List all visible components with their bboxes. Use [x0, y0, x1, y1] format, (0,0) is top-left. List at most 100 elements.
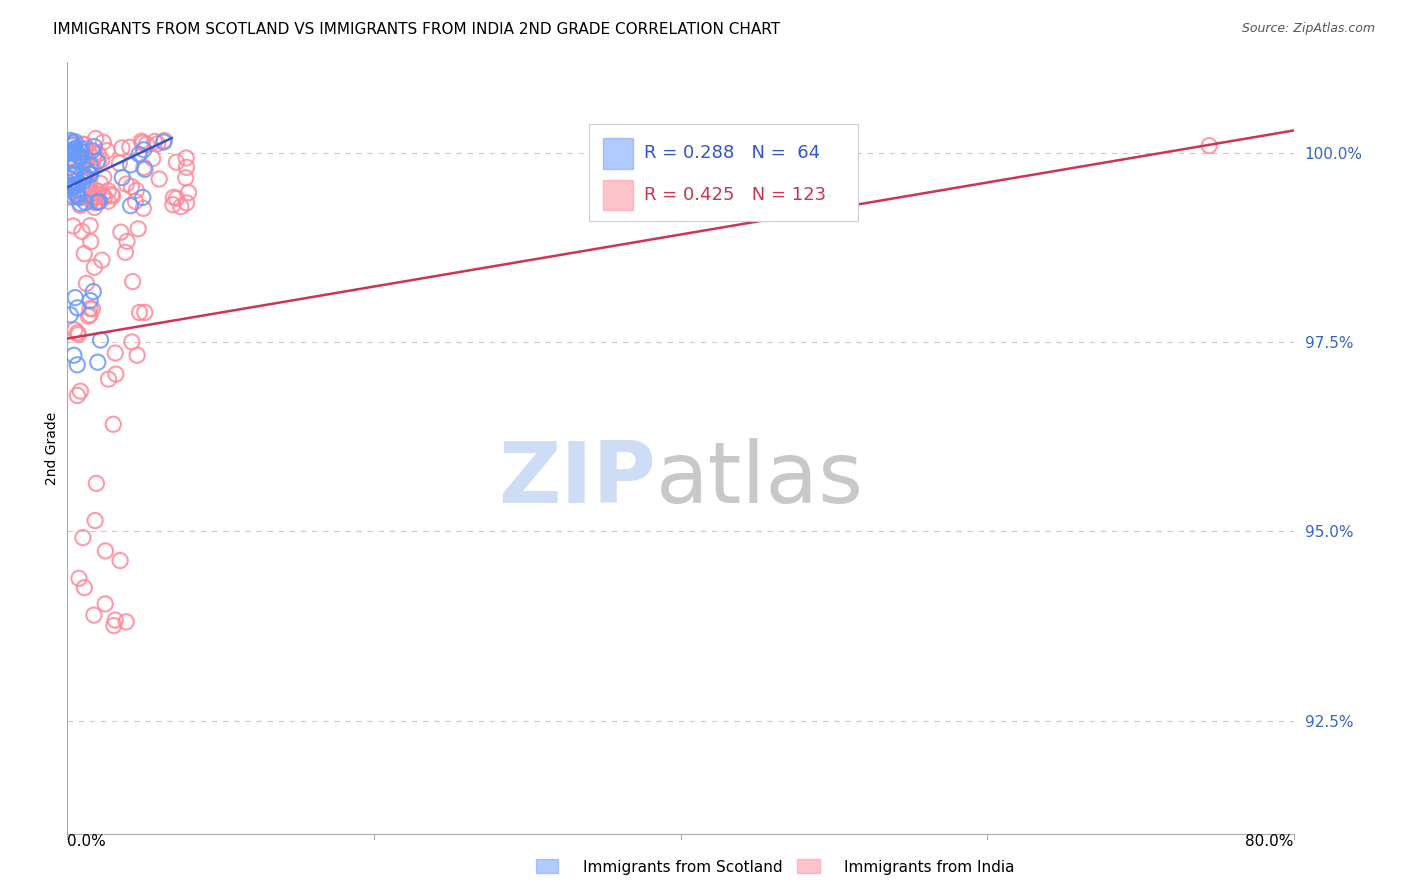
- Point: [94, 597, 117, 611]
- Point: [76, 178, 98, 193]
- Point: [176, 195, 198, 210]
- Point: [135, 137, 157, 152]
- Point: [108, 156, 131, 170]
- Point: [104, 613, 127, 627]
- Point: [79, 158, 101, 172]
- Point: [93, 190, 115, 204]
- Point: [66, 186, 89, 201]
- Point: [90, 253, 112, 268]
- Point: [62, 136, 84, 151]
- Point: [153, 134, 176, 148]
- Point: [77, 309, 100, 323]
- Point: [131, 136, 153, 150]
- Point: [82, 144, 104, 158]
- Point: [104, 367, 127, 381]
- Point: [100, 187, 122, 202]
- Point: [62, 135, 84, 149]
- Point: [115, 177, 138, 191]
- Point: [83, 260, 105, 275]
- Point: [127, 348, 149, 362]
- Point: [62, 145, 84, 159]
- Point: [62, 164, 84, 178]
- Point: [69, 196, 91, 211]
- Point: [70, 142, 93, 156]
- Point: [58, 176, 80, 190]
- Point: [63, 135, 86, 149]
- Point: [89, 194, 111, 209]
- Point: [63, 168, 86, 182]
- Point: [58, 161, 80, 175]
- Point: [97, 194, 120, 209]
- Point: [176, 161, 198, 175]
- Point: [90, 153, 112, 167]
- Point: [93, 170, 115, 185]
- Point: [86, 194, 108, 209]
- Text: 80.0%: 80.0%: [1246, 834, 1294, 849]
- Point: [162, 197, 184, 211]
- Point: [80, 193, 103, 207]
- Point: [67, 189, 90, 203]
- Point: [65, 159, 87, 173]
- Point: [103, 618, 125, 632]
- Point: [82, 158, 104, 172]
- Point: [63, 141, 86, 155]
- Point: [66, 326, 89, 340]
- FancyBboxPatch shape: [603, 138, 633, 169]
- Text: atlas: atlas: [657, 438, 863, 521]
- Point: [69, 150, 91, 164]
- Point: [80, 190, 103, 204]
- Point: [77, 145, 100, 159]
- Point: [62, 180, 84, 194]
- Point: [59, 145, 82, 159]
- Text: IMMIGRANTS FROM SCOTLAND VS IMMIGRANTS FROM INDIA 2ND GRADE CORRELATION CHART: IMMIGRANTS FROM SCOTLAND VS IMMIGRANTS F…: [53, 22, 780, 37]
- Point: [79, 167, 101, 181]
- Text: Immigrants from India: Immigrants from India: [844, 860, 1014, 874]
- Point: [124, 194, 146, 209]
- Point: [58, 170, 80, 185]
- Point: [165, 155, 187, 169]
- Point: [104, 346, 127, 360]
- Text: ZIP: ZIP: [498, 438, 657, 521]
- Point: [80, 160, 103, 174]
- Point: [66, 189, 89, 203]
- Point: [125, 183, 148, 197]
- Text: R = 0.425   N = 123: R = 0.425 N = 123: [644, 186, 825, 204]
- Point: [75, 195, 97, 210]
- Point: [73, 581, 96, 595]
- Point: [84, 195, 107, 210]
- Point: [60, 174, 83, 188]
- Point: [65, 188, 87, 202]
- Point: [62, 166, 84, 180]
- Point: [73, 172, 96, 186]
- Point: [127, 221, 149, 235]
- Point: [75, 142, 97, 156]
- Y-axis label: 2nd Grade: 2nd Grade: [45, 411, 59, 485]
- Point: [59, 133, 82, 147]
- Point: [69, 150, 91, 164]
- Point: [177, 186, 200, 200]
- Point: [73, 137, 96, 152]
- Point: [62, 219, 84, 233]
- Point: [66, 301, 89, 315]
- Point: [73, 169, 96, 184]
- Point: [108, 553, 131, 567]
- Point: [115, 615, 138, 629]
- Point: [79, 293, 101, 308]
- Point: [166, 191, 188, 205]
- Point: [131, 134, 153, 148]
- Point: [72, 184, 94, 198]
- Point: [75, 169, 97, 183]
- Point: [94, 544, 117, 558]
- Point: [65, 291, 87, 305]
- Point: [67, 327, 90, 342]
- Point: [1198, 138, 1220, 153]
- Text: Source: ZipAtlas.com: Source: ZipAtlas.com: [1241, 22, 1375, 36]
- Point: [111, 170, 134, 185]
- Point: [128, 305, 150, 319]
- Point: [79, 191, 101, 205]
- Point: [83, 139, 105, 153]
- Point: [91, 135, 114, 149]
- Point: [174, 151, 197, 165]
- Point: [73, 153, 96, 168]
- Point: [110, 225, 132, 239]
